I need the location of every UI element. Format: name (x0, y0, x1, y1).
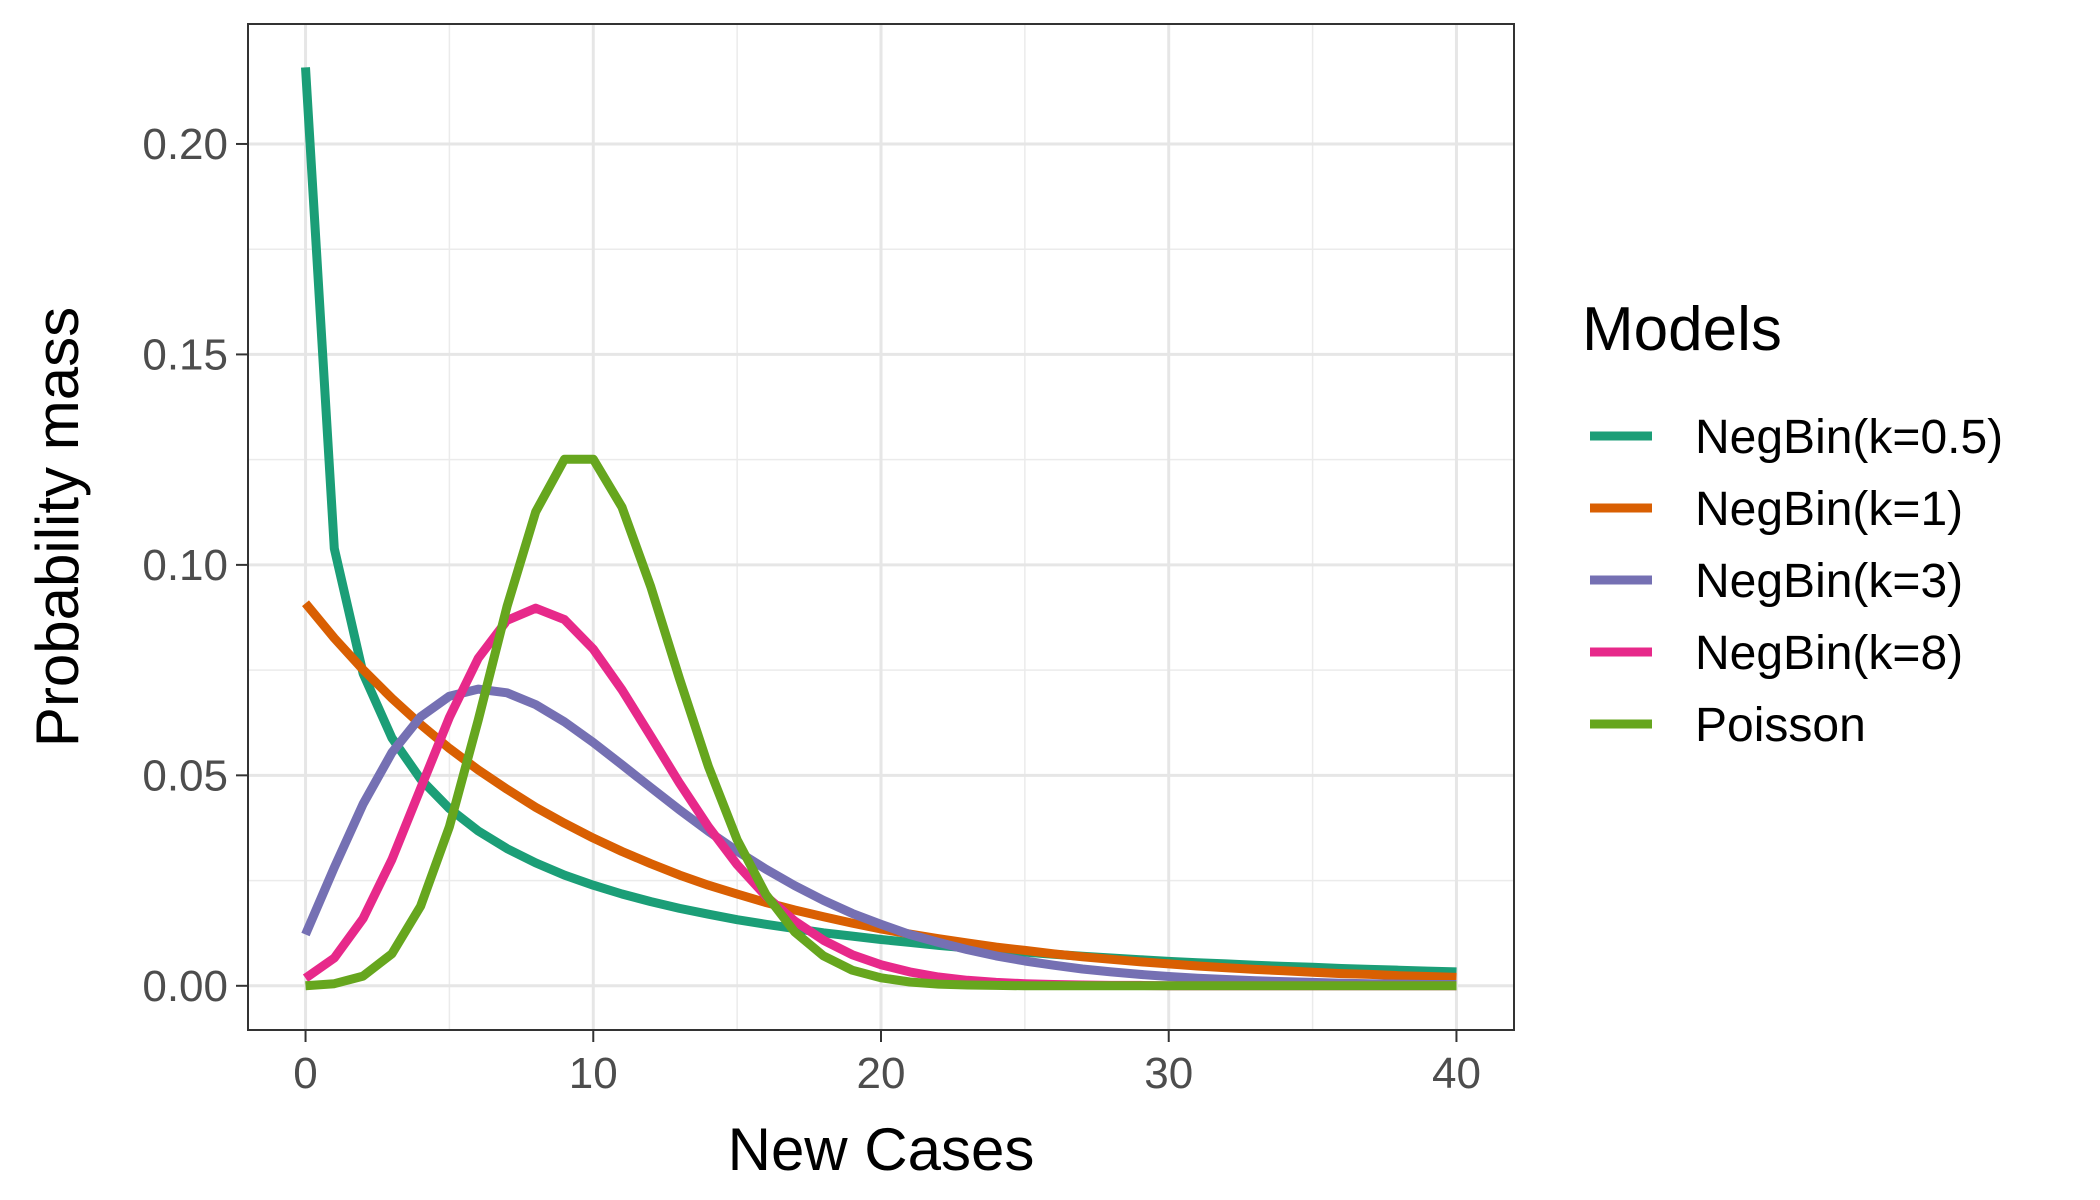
series-lines (301, 67, 1457, 991)
legend-label-2: NegBin(k=1) (1695, 483, 1963, 536)
series-line-5 (305, 454, 1457, 991)
x-axis-ticks: 0 10 20 30 40 (293, 1030, 1481, 1098)
legend-label-3: NegBin(k=3) (1695, 555, 1963, 608)
series-line-3 (301, 684, 1457, 989)
y-tick-label: 0.15 (142, 330, 228, 379)
x-tick-label: 20 (857, 1049, 906, 1098)
legend-label-4: NegBin(k=8) (1695, 627, 1963, 680)
x-tick-label: 0 (293, 1049, 317, 1098)
y-axis-title: Probability mass (24, 307, 91, 747)
x-tick-label: 40 (1432, 1049, 1481, 1098)
x-tick-label: 10 (569, 1049, 618, 1098)
x-tick-label: 30 (1144, 1049, 1193, 1098)
legend-title: Models (1582, 295, 1782, 364)
y-tick-label: 0.05 (142, 751, 228, 800)
legend-label-1: NegBin(k=0.5) (1695, 411, 2003, 464)
y-tick-label: 0.20 (142, 120, 228, 169)
legend-label-5: Poisson (1695, 699, 1866, 752)
y-tick-label: 0.10 (142, 541, 228, 590)
x-axis-title: New Cases (728, 1116, 1035, 1183)
y-axis-ticks: 0.00 0.05 0.10 0.15 0.20 (142, 120, 248, 1011)
y-tick-label: 0.00 (142, 962, 228, 1011)
legend: Models NegBin(k=0.5) NegBin(k=1) NegBin(k=… (1582, 295, 2003, 752)
